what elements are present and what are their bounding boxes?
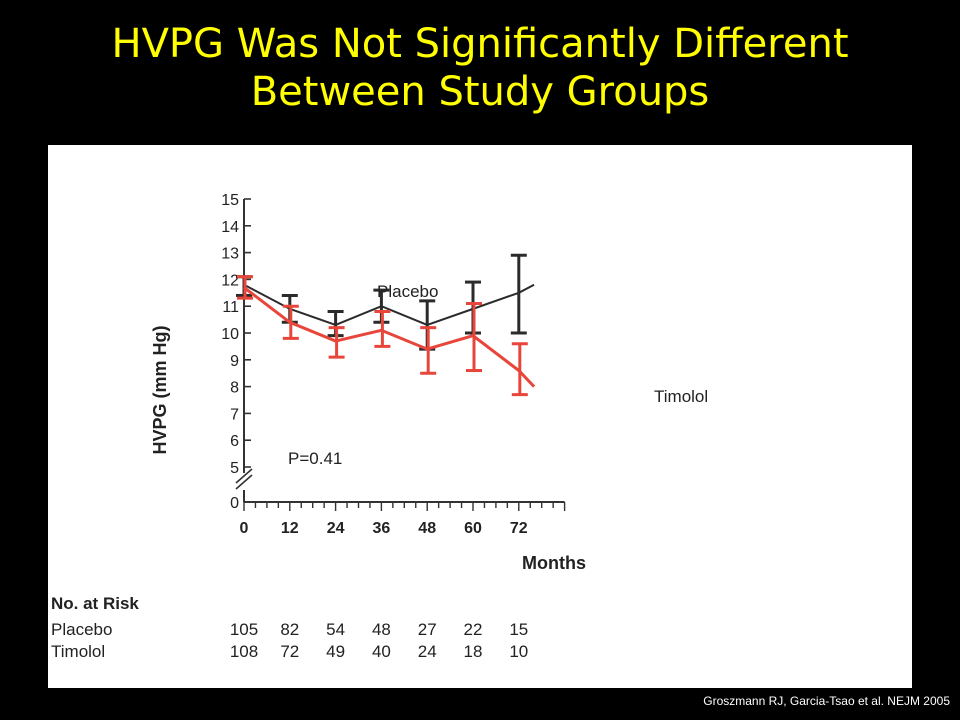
risk-table-header: No. at Risk <box>51 594 139 613</box>
axis-break-mark <box>235 474 253 490</box>
risk-value-placebo: 54 <box>326 620 345 639</box>
chart-panel: 0 5 6 7 8 9 10 11 12 13 14 15 0 12 24 36 48 60 72 HVPG (mm… <box>48 145 912 688</box>
risk-value-timolol: 49 <box>326 642 345 661</box>
x-tick-label: 12 <box>281 520 299 537</box>
risk-value-timolol: 40 <box>372 642 391 661</box>
y-tick-label: 9 <box>230 353 239 370</box>
y-tick-label: 13 <box>221 246 239 263</box>
hvpg-line-chart: 0 5 6 7 8 9 10 11 12 13 14 15 0 12 24 36 48 60 72 HVPG (mm… <box>51 192 708 661</box>
risk-value-timolol: 24 <box>418 642 437 661</box>
y-tick-label: 14 <box>221 219 239 236</box>
risk-value-timolol: 10 <box>509 642 528 661</box>
y-axis-label: HVPG (mm Hg) <box>150 325 170 454</box>
slide-title-line-2: Between Study Groups <box>250 69 710 115</box>
risk-value-placebo: 82 <box>280 620 299 639</box>
slide-title-line-1: HVPG Was Not Significantly Different <box>111 21 849 67</box>
risk-value-placebo: 15 <box>509 620 528 639</box>
p-value-annotation: P=0.41 <box>288 449 342 468</box>
risk-row-label-timolol: Timolol <box>51 642 105 661</box>
risk-value-placebo: 27 <box>418 620 437 639</box>
risk-row-label-placebo: Placebo <box>51 620 112 639</box>
x-tick-label: 60 <box>464 520 482 537</box>
x-tick-label: 24 <box>327 520 345 537</box>
y-tick-label: 8 <box>230 380 239 397</box>
risk-value-timolol: 108 <box>230 642 258 661</box>
risk-value-placebo: 48 <box>372 620 391 639</box>
risk-value-placebo: 105 <box>230 620 258 639</box>
slide-title: HVPG Was Not Significantly Different Bet… <box>0 20 960 116</box>
x-axis-label: Months <box>522 553 586 573</box>
x-tick-label: 72 <box>510 520 528 537</box>
y-tick-label: 12 <box>221 272 239 289</box>
y-tick-label: 5 <box>230 460 239 477</box>
y-tick-label: 6 <box>230 433 239 450</box>
risk-value-timolol: 18 <box>464 642 483 661</box>
citation: Groszmann RJ, Garcia-Tsao et al. NEJM 20… <box>703 694 950 708</box>
y-tick-label: 11 <box>222 299 239 316</box>
series-line-timolol <box>243 286 536 388</box>
x-tick-label: 48 <box>418 520 436 537</box>
y-tick-label: 0 <box>230 495 239 512</box>
x-tick-label: 36 <box>373 520 391 537</box>
x-tick-label: 0 <box>240 520 249 537</box>
series-line-placebo <box>243 283 535 327</box>
axis-break-mark <box>235 468 253 484</box>
y-tick-label: 10 <box>221 326 239 343</box>
series-label-timolol: Timolol <box>654 387 708 406</box>
risk-value-placebo: 22 <box>464 620 483 639</box>
risk-value-timolol: 72 <box>280 642 299 661</box>
y-tick-label: 15 <box>221 192 239 209</box>
y-tick-label: 7 <box>230 406 239 423</box>
series-label-placebo: Placebo <box>377 282 438 301</box>
